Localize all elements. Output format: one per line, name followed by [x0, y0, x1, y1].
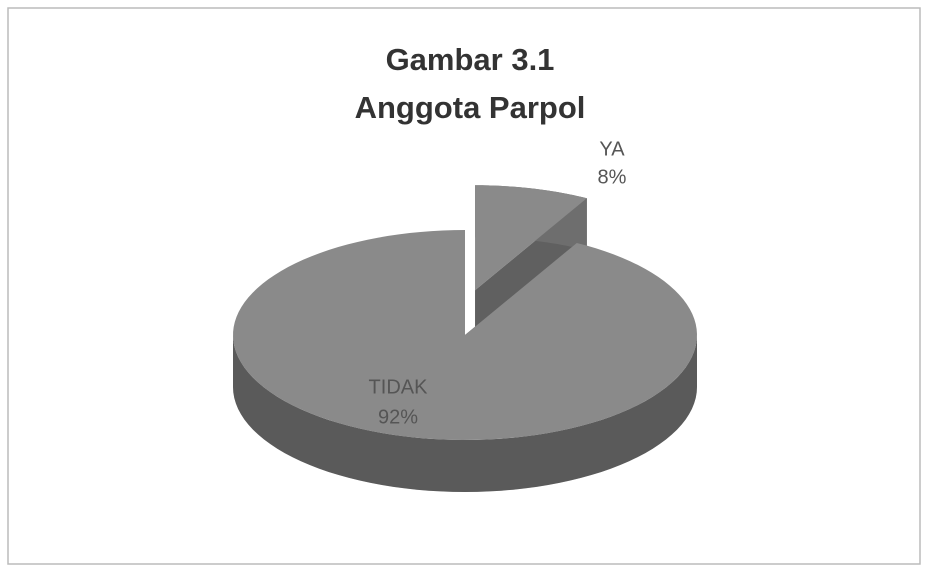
slice-top [233, 230, 697, 440]
chart-title: Anggota Parpol [355, 90, 586, 125]
category-label: YA [599, 138, 625, 160]
category-label: TIDAK [369, 376, 429, 398]
slice-side-shade [233, 335, 697, 492]
chart-title: Gambar 3.1 [386, 42, 555, 77]
slice [233, 230, 697, 492]
slice-side [233, 335, 697, 492]
data-label: 92% [378, 406, 418, 428]
data-label: 8% [598, 166, 627, 188]
slice-top [475, 185, 587, 291]
pie [233, 185, 697, 492]
